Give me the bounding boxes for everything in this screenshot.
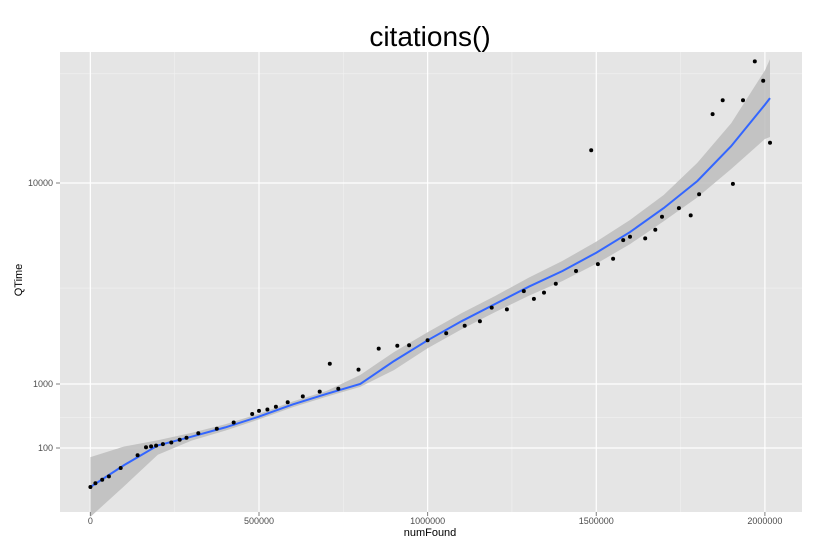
data-point: [88, 485, 93, 489]
data-point: [395, 343, 400, 348]
data-point: [730, 181, 735, 186]
data-point: [653, 227, 658, 232]
x-axis-label: numFound: [404, 527, 457, 539]
data-point: [676, 206, 681, 211]
data-point: [628, 234, 632, 239]
x-tick-label: 1000000: [410, 516, 445, 526]
data-point: [752, 59, 757, 64]
data-point: [741, 98, 745, 103]
x-tick-label: 1500000: [579, 516, 614, 526]
data-point: [688, 213, 693, 218]
data-point: [177, 437, 182, 442]
data-point: [768, 140, 772, 145]
data-point: [376, 346, 381, 351]
data-point: [574, 269, 578, 273]
data-point: [697, 192, 702, 197]
y-axis-label: QTime: [13, 264, 25, 297]
data-point: [135, 453, 140, 458]
data-point: [761, 78, 766, 83]
data-point: [710, 112, 715, 117]
smooth-line: [89, 97, 771, 488]
data-point: [356, 367, 361, 372]
data-point: [595, 262, 600, 267]
data-point: [257, 408, 261, 413]
data-point: [660, 214, 664, 219]
x-tick-label: 0: [88, 516, 93, 526]
data-point: [273, 404, 278, 409]
y-tick-label: 1000: [33, 379, 53, 389]
data-point: [477, 319, 482, 324]
data-point: [621, 238, 626, 243]
data-point: [611, 256, 616, 261]
data-point: [169, 440, 174, 445]
data-point: [160, 442, 165, 447]
data-point: [489, 305, 494, 310]
chart-title: citations(): [369, 21, 490, 52]
data-point: [317, 389, 322, 394]
data-point: [300, 394, 305, 399]
data-point: [184, 435, 189, 440]
data-point: [504, 307, 509, 312]
data-point: [250, 412, 255, 416]
y-tick-label: 100: [38, 443, 53, 453]
data-point: [93, 481, 98, 486]
grid-lines: [60, 52, 802, 512]
data-point: [327, 361, 332, 366]
data-point: [336, 386, 341, 391]
data-point: [589, 148, 594, 153]
data-point: [521, 289, 526, 294]
x-tick-label: 2000000: [747, 516, 782, 526]
data-points: [88, 59, 772, 489]
smooth-curve: [89, 97, 771, 488]
data-point: [407, 343, 412, 348]
data-point: [149, 444, 154, 449]
data-point: [265, 407, 270, 412]
data-point: [542, 290, 546, 295]
x-tick-label: 500000: [244, 516, 274, 526]
data-point: [531, 296, 536, 301]
data-point: [553, 281, 558, 286]
data-point: [106, 474, 111, 479]
data-point: [196, 431, 201, 436]
data-point: [643, 236, 648, 241]
data-point: [231, 420, 236, 425]
y-axis-ticks: 100 1000 10000: [28, 178, 60, 453]
data-point: [720, 98, 725, 103]
data-point: [444, 331, 449, 336]
data-point: [425, 338, 430, 343]
data-point: [462, 323, 467, 328]
data-point: [144, 445, 148, 450]
data-point: [214, 426, 219, 431]
y-tick-label: 10000: [28, 178, 53, 188]
data-point: [154, 443, 159, 448]
data-point: [100, 477, 105, 482]
x-axis-ticks: 0 500000 1000000 1500000 2000000: [88, 512, 782, 526]
data-point: [118, 466, 123, 470]
data-point: [285, 400, 290, 405]
